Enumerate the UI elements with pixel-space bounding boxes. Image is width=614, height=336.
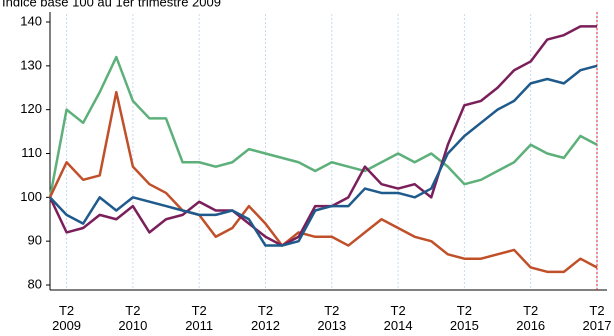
y-tick-label: 80 <box>28 276 42 291</box>
x-tick-label: T2 2012 <box>251 303 280 333</box>
x-tick-label: T2 2014 <box>384 303 413 333</box>
x-tick-label: T2 2017 <box>583 303 612 333</box>
series-line <box>48 55 598 198</box>
y-tick-label: 100 <box>20 189 42 204</box>
y-tick-label: 110 <box>21 145 42 160</box>
x-tick-label: T2 2013 <box>317 303 346 333</box>
x-tick-label: T2 2010 <box>118 303 147 333</box>
y-tick-label: 90 <box>28 233 42 248</box>
y-tick-label: 130 <box>20 57 42 72</box>
series-line <box>49 64 598 247</box>
chart-title: Indice base 100 au 1er trimestre 2009 <box>2 0 221 9</box>
x-tick-label: T2 2011 <box>185 303 213 333</box>
y-tick-label: 140 <box>20 13 42 28</box>
y-tick-label: 120 <box>20 101 42 116</box>
x-tick-label: T2 2009 <box>52 303 81 333</box>
x-tick-label: T2 2016 <box>516 303 545 333</box>
series-line <box>48 25 597 247</box>
series-line <box>48 90 598 274</box>
x-tick-label: T2 2015 <box>450 303 479 333</box>
